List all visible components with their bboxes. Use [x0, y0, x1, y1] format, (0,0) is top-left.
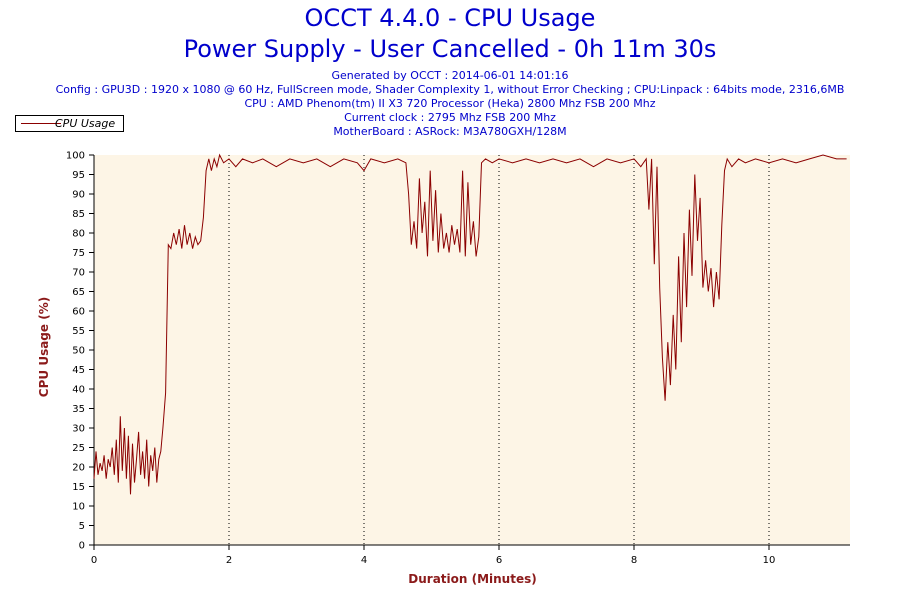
y-tick-label: 5 [79, 521, 85, 532]
x-tick-label: 10 [763, 555, 776, 566]
y-tick-label: 25 [72, 443, 85, 454]
y-tick-label: 55 [72, 326, 85, 337]
info-cpu: CPU : AMD Phenom(tm) II X3 720 Processor… [244, 97, 656, 110]
y-tick-label: 50 [72, 346, 85, 357]
y-tick-label: 95 [72, 170, 85, 181]
info-generated: Generated by OCCT : 2014-06-01 14:01:16 [331, 69, 569, 82]
y-tick-label: 35 [72, 404, 85, 415]
y-tick-label: 80 [72, 229, 85, 240]
info-motherboard: MotherBoard : ASRock: M3A780GXH/128M [333, 125, 567, 138]
y-tick-label: 70 [72, 268, 85, 279]
y-tick-label: 65 [72, 287, 85, 298]
y-tick-label: 45 [72, 365, 85, 376]
legend-label: CPU Usage [55, 117, 116, 130]
y-tick-label: 90 [72, 190, 85, 201]
y-tick-label: 100 [66, 151, 85, 162]
chart-title: OCCT 4.4.0 - CPU Usage [304, 4, 596, 32]
y-tick-label: 0 [79, 541, 85, 552]
y-tick-label: 60 [72, 307, 85, 318]
series-line-cpu-usage [93, 153, 847, 495]
y-tick-label: 20 [72, 463, 85, 474]
y-axis-label: CPU Usage (%) [37, 296, 51, 398]
y-tick-label: 30 [72, 424, 85, 435]
x-tick-label: 0 [91, 555, 97, 566]
y-tick-label: 85 [72, 209, 85, 220]
x-tick-label: 8 [631, 555, 637, 566]
plot-area [94, 155, 850, 545]
info-clock: Current clock : 2795 Mhz FSB 200 Mhz [344, 111, 556, 124]
x-tick-label: 2 [226, 555, 232, 566]
chart-subtitle: Power Supply - User Cancelled - 0h 11m 3… [183, 35, 717, 63]
y-tick-label: 10 [72, 502, 85, 513]
y-tick-label: 75 [72, 248, 85, 259]
x-axis-label: Duration (Minutes) [408, 572, 537, 586]
x-tick-label: 4 [361, 555, 367, 566]
y-tick-label: 40 [72, 385, 85, 396]
x-tick-label: 6 [496, 555, 502, 566]
y-tick-label: 15 [72, 482, 85, 493]
legend: CPU Usage [15, 115, 124, 132]
info-config: Config : GPU3D : 1920 x 1080 @ 60 Hz, Fu… [55, 83, 845, 96]
legend-line-swatch [21, 123, 61, 124]
